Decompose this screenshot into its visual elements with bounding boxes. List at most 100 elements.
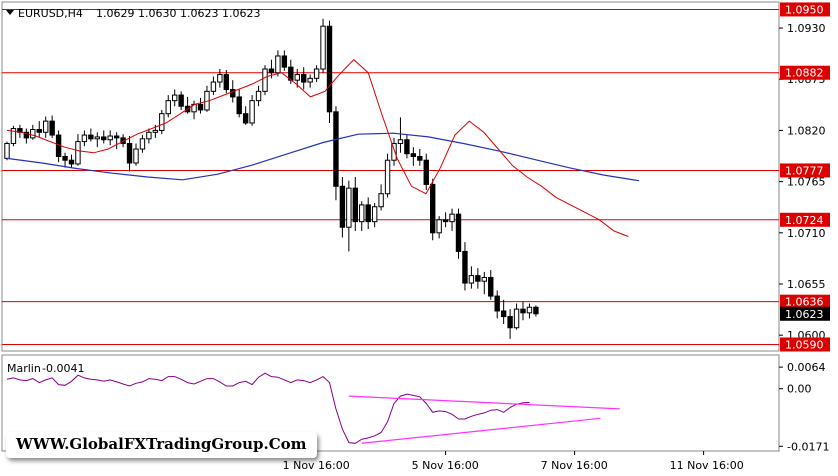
- candle-body-bull: [159, 113, 165, 131]
- candle-body-bear: [475, 275, 481, 282]
- candle-body-bear: [49, 120, 55, 136]
- candle-body-bear: [339, 185, 346, 228]
- level-label-box: [780, 65, 830, 80]
- candle-body-bear: [242, 113, 249, 124]
- candle-body-bull: [249, 100, 255, 124]
- indicator-lower-trendline: [361, 417, 601, 444]
- candle-body-bull: [371, 206, 378, 223]
- level-label-box: [780, 2, 830, 17]
- horizontal-levels: [2, 8, 779, 345]
- level-label: 1.0882: [785, 67, 824, 80]
- candle-body-bear: [101, 136, 107, 141]
- level-label: 1.0777: [785, 164, 824, 177]
- candle-body-bull: [10, 128, 17, 144]
- indicator-tick-label: 0.0064: [787, 361, 826, 374]
- indicator-tick-label: -0.0171: [787, 440, 829, 453]
- candle-body-bull: [526, 306, 533, 314]
- candle-body-bull: [107, 135, 113, 141]
- candle-body-bull: [449, 213, 455, 223]
- time-tick-label: 11 Nov 16:00: [670, 459, 744, 472]
- candle-body-bear: [178, 94, 184, 107]
- candle-body-bull: [210, 81, 217, 92]
- candle-body-bear: [488, 276, 494, 297]
- level-label-box: [780, 212, 830, 227]
- ohlc-label: 1.0629 1.0630 1.0623 1.0623: [96, 7, 260, 20]
- candle-body-bull: [81, 134, 88, 143]
- candle-body-bear: [352, 187, 359, 223]
- candle-body-bear: [223, 74, 230, 90]
- candle-body-bull: [436, 219, 442, 234]
- candle-body-bull: [4, 142, 10, 159]
- candle-body-bull: [378, 193, 384, 208]
- candle-body-bull: [294, 74, 300, 81]
- candle-body-bear: [410, 153, 417, 157]
- ma-slow-line: [6, 132, 640, 182]
- candle-body-bear: [533, 306, 539, 315]
- candle-body-bear: [500, 310, 507, 318]
- candle-body-bull: [94, 136, 100, 140]
- candle-body-bull: [43, 120, 49, 133]
- candle-body-bear: [442, 219, 449, 223]
- candle-body-bear: [126, 142, 133, 164]
- indicator-line: [6, 372, 530, 444]
- candle-body-bull: [75, 141, 81, 165]
- candle-body-bear: [23, 131, 30, 139]
- candle-body-bull: [275, 55, 281, 74]
- indicator-name: Marlin: [7, 362, 41, 375]
- candle-body-bear: [236, 96, 242, 115]
- candle-body-bull: [152, 129, 159, 133]
- time-tick-label: 5 Nov 16:00: [412, 459, 479, 472]
- candle-body-bear: [326, 25, 333, 113]
- level-label: 1.0950: [785, 3, 824, 16]
- candle-body-bear: [197, 103, 204, 111]
- candle-body-bear: [404, 139, 410, 155]
- level-label: 1.0590: [785, 338, 824, 351]
- candle-body-bull: [172, 94, 178, 102]
- symbol-label: EURUSD,H4: [18, 7, 83, 20]
- candle-body-bull: [165, 100, 171, 115]
- price-tick-label: 1.0710: [787, 227, 826, 240]
- main-pane: 1.09301.08751.08201.07651.07101.06551.06…: [1, 1, 830, 352]
- candle-body-bear: [281, 55, 288, 68]
- candle-body-bear: [507, 316, 513, 329]
- chart-header: EURUSD,H4 1.0629 1.0630 1.0623 1.0623: [6, 7, 260, 20]
- candle-body-bull: [262, 68, 268, 92]
- candle-body-bull: [307, 77, 313, 83]
- candle-body-bull: [255, 90, 262, 102]
- main-pane-frame: [1, 1, 780, 352]
- current-price-box: [780, 306, 830, 321]
- candle-body-bear: [333, 111, 339, 187]
- level-label: 1.0724: [785, 214, 824, 227]
- candle-body-bull: [346, 187, 352, 228]
- candle-body-bull: [384, 159, 391, 195]
- candle-body-bear: [230, 88, 236, 98]
- candle-body-bull: [468, 275, 475, 284]
- candle-body-bull: [139, 138, 146, 150]
- price-tick-label: 1.0930: [787, 22, 826, 35]
- level-label-box: [780, 337, 830, 352]
- candle-body-bear: [68, 159, 75, 165]
- indicator-axis: 0.0064 0.00 -0.0171: [779, 361, 829, 453]
- candle-body-bull: [146, 131, 152, 140]
- candle-body-bear: [455, 213, 462, 252]
- candle-body-bear: [494, 295, 500, 312]
- ma-fast-line: [6, 59, 629, 237]
- level-labels: 1.0950 1.0882 1.0777 1.0724 1.0636 1.0590 1.06…: [780, 2, 830, 352]
- candle-body-bull: [391, 142, 397, 161]
- candle-body-bull: [397, 139, 404, 144]
- indicator-value: -0.0041: [42, 362, 84, 375]
- candle-body-bull: [313, 68, 320, 79]
- candle-body-bull: [513, 308, 520, 329]
- candle-body-bear: [88, 134, 94, 140]
- candle-series: [4, 18, 539, 339]
- level-label-box: [780, 163, 830, 178]
- level-label: 1.0636: [785, 296, 824, 309]
- indicator-upper-trendline: [348, 395, 620, 410]
- price-tick-label: 1.0765: [787, 176, 826, 189]
- candle-body-bear: [423, 159, 429, 185]
- brand-watermark: WWW.GlobalFXTradingGroup.Com: [6, 432, 317, 458]
- dropdown-triangle-icon[interactable]: [6, 10, 14, 15]
- candle-body-bear: [365, 204, 371, 223]
- time-axis: 1 Nov 16:00 5 Nov 16:00 7 Nov 16:00 11 Nov …: [283, 451, 744, 472]
